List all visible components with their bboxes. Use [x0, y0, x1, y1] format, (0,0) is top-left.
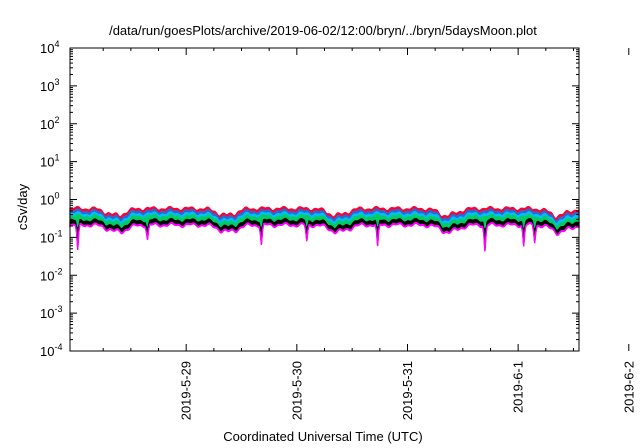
- y-tick-label: 10-1: [40, 228, 62, 245]
- y-tick-exponent: -4: [54, 342, 62, 352]
- y-tick-exponent: 0: [54, 191, 59, 201]
- y-tick-label: 104: [40, 39, 59, 56]
- x-tick-label: 2019-5-31: [400, 361, 415, 420]
- y-tick-label: 102: [40, 115, 59, 132]
- chart-title: /data/run/goesPlots/archive/2019-06-02/1…: [109, 23, 537, 38]
- y-tick-base: 10: [40, 193, 54, 208]
- y-tick-exponent: 4: [54, 39, 59, 49]
- plot-frame: [69, 47, 580, 352]
- y-tick-label: 10-3: [40, 304, 62, 321]
- x-axis-label: Coordinated Universal Time (UTC): [223, 429, 422, 444]
- y-tick-exponent: 1: [54, 153, 59, 163]
- y-tick-base: 10: [40, 230, 54, 245]
- y-tick-label: 10-4: [40, 342, 62, 359]
- y-tick-base: 10: [40, 155, 54, 170]
- x-tick-label: 2019-6-1: [511, 361, 526, 413]
- x-tick-label: 2019-5-29: [179, 361, 194, 420]
- x-tick-label: 2019-5-30: [289, 361, 304, 420]
- y-tick-label: 103: [40, 77, 59, 94]
- x-tick-label: 2019-6-2: [621, 361, 636, 413]
- y-tick-base: 10: [40, 306, 54, 321]
- y-tick-exponent: -2: [54, 266, 62, 276]
- y-tick-base: 10: [40, 344, 54, 359]
- y-tick-base: 10: [40, 41, 54, 56]
- y-tick-label: 100: [40, 191, 59, 208]
- y-tick-base: 10: [40, 268, 54, 283]
- y-tick-label: 10-2: [40, 266, 62, 283]
- y-tick-exponent: 2: [54, 115, 59, 125]
- y-tick-label: 101: [40, 153, 59, 170]
- y-tick-exponent: 3: [54, 77, 59, 87]
- y-tick-base: 10: [40, 117, 54, 132]
- y-axis-label: cSv/day: [15, 183, 30, 230]
- y-tick-exponent: -1: [54, 228, 62, 238]
- y-tick-exponent: -3: [54, 304, 62, 314]
- y-tick-base: 10: [40, 79, 54, 94]
